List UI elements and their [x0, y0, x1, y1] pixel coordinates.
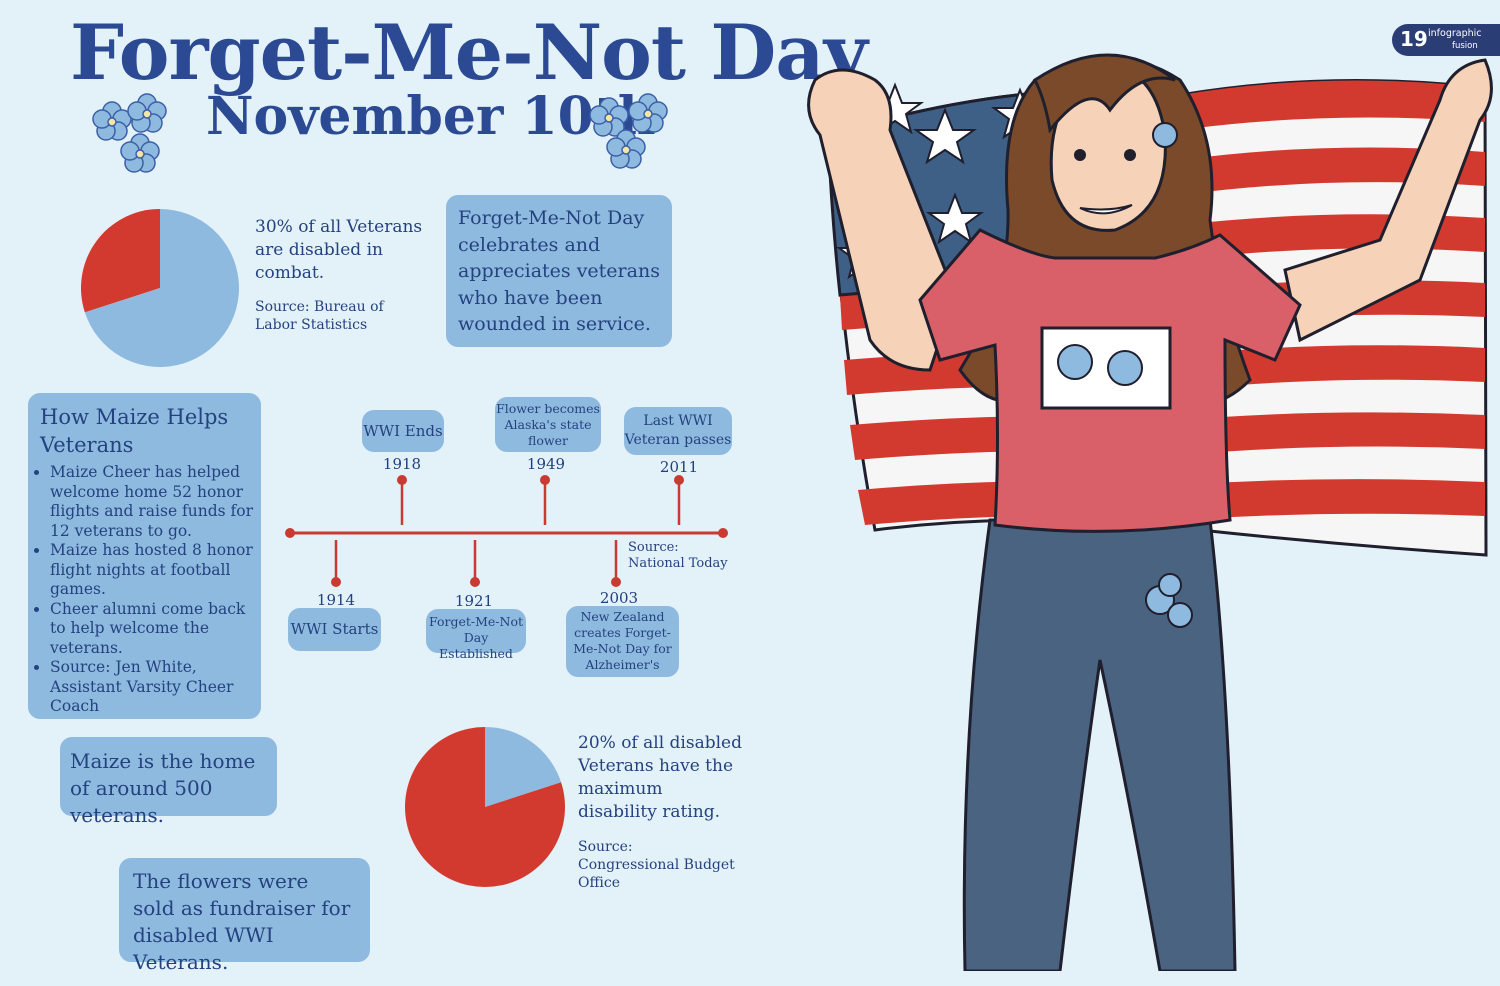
timeline-axis: [285, 475, 728, 587]
timeline-event-1921: Forget-Me-Not Day Established: [426, 609, 526, 661]
page-title: Forget-Me-Not Day: [70, 8, 868, 97]
timeline-year-1914: 1914: [316, 591, 356, 609]
pie-slice-1: [84, 209, 239, 367]
timeline-event-1914: WWI Starts: [288, 608, 381, 651]
maize-home-text: Maize is the home of around 500 veterans…: [70, 749, 256, 827]
list-item: Source: Jen White, Assistant Varsity Che…: [50, 658, 255, 717]
flowers-sold-box: The flowers were sold as fundraiser for …: [119, 858, 370, 974]
pie-chart-max-rating: [405, 727, 565, 887]
pie-slice-1: [405, 727, 565, 887]
page-subtitle: November 10th: [206, 86, 656, 147]
page-number-badge: 19 infographic fusion: [1392, 24, 1500, 56]
pie-slice-0: [80, 209, 160, 313]
stat-disabled-combat: 30% of all Veterans are disabled in comb…: [255, 217, 423, 283]
about-text: Forget-Me-Not Day celebrates and appreci…: [458, 207, 660, 335]
timeline-year-1949: 1949: [526, 455, 566, 473]
list-item: Cheer alumni come back to help welcome t…: [50, 600, 255, 659]
list-item: Maize has hosted 8 honor flight nights a…: [50, 541, 255, 600]
timeline-event-1949: Flower becomes Alaska's state flower: [495, 397, 601, 452]
pie-chart-disabled-combat: [80, 209, 239, 367]
about-box: Forget-Me-Not Day celebrates and appreci…: [446, 195, 672, 347]
timeline-event-2003: New Zealand creates Forget-Me-Not Day fo…: [566, 606, 679, 677]
badge-line-1: infographic: [1428, 28, 1482, 39]
maize-help-box: How Maize Helps Veterans Maize Cheer has…: [28, 393, 261, 719]
maize-home-box: Maize is the home of around 500 veterans…: [60, 737, 277, 827]
page-number: 19: [1400, 27, 1428, 51]
timeline-year-1921: 1921: [454, 592, 494, 610]
timeline-year-2011: 2011: [659, 458, 699, 476]
pie-slice-0: [485, 727, 562, 807]
timeline-event-2011: Last WWI Veteran passes: [624, 407, 732, 455]
timeline-year-2003: 2003: [599, 589, 639, 607]
source-cbo: Source: Congressional Budget Office: [578, 839, 735, 891]
timeline-year-1918: 1918: [382, 455, 422, 473]
maize-help-list: Maize Cheer has helped welcome home 52 h…: [28, 463, 261, 717]
girl-with-flag-illustration: [807, 53, 1493, 971]
flowers-sold-text: The flowers were sold as fundraiser for …: [133, 869, 351, 974]
badge-line-2: fusion: [1452, 41, 1478, 51]
stat-max-rating: 20% of all disabled Veterans have the ma…: [578, 733, 742, 822]
timeline-event-1918: WWI Ends: [362, 410, 444, 452]
forget-me-not-flowers-right: [589, 93, 668, 169]
maize-help-title: How Maize Helps Veterans: [40, 405, 229, 457]
pocket-flower-icon: [1145, 573, 1193, 628]
timeline-source: Source: National Today: [628, 540, 728, 571]
source-bls: Source: Bureau of Labor Statistics: [255, 299, 384, 333]
list-item: Maize Cheer has helped welcome home 52 h…: [50, 463, 255, 541]
shirt-flower-print: [1057, 344, 1143, 386]
forget-me-not-flowers-left: [92, 93, 167, 173]
hair-flower-icon: [1152, 122, 1178, 148]
